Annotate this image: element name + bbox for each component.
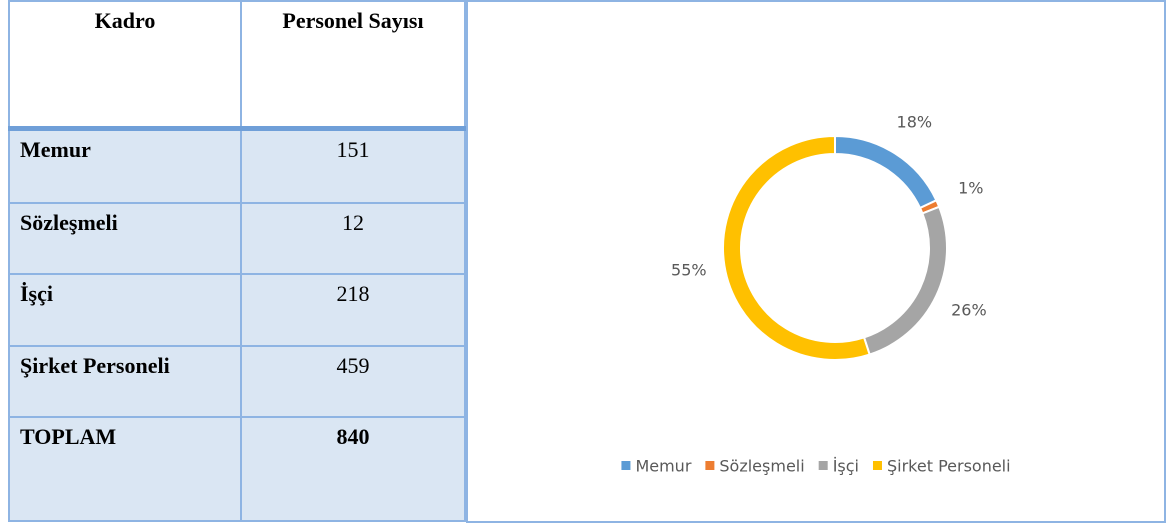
cell: 459 — [240, 344, 466, 419]
cell: 840 — [240, 416, 466, 522]
legend-swatch — [621, 461, 631, 470]
data-label: 26% — [951, 301, 987, 320]
cell: TOPLAM — [8, 416, 242, 522]
cell: Sözleşmeli — [8, 201, 242, 276]
donut-slice — [834, 134, 938, 210]
header-cell: Kadro — [8, 0, 242, 131]
row: İşçi 218 — [8, 273, 466, 347]
row: Sözleşmeli 12 — [8, 201, 466, 276]
legend-swatch — [872, 461, 882, 470]
chart-frame — [466, 0, 1166, 523]
header-cell: Personel Sayısı — [240, 0, 466, 131]
donut-slice — [721, 134, 871, 361]
legend-label: Sözleşmeli — [719, 457, 804, 476]
legend-label: Şirket Personeli — [887, 457, 1011, 476]
data-label: 18% — [897, 113, 933, 132]
legend-swatch — [818, 461, 828, 470]
cell: Memur — [8, 127, 242, 204]
row: Memur 151 — [8, 127, 466, 204]
chart: 18% 1% 26% 55% Memur Sözleşmeli İşçi Şirket Per… — [466, 0, 1166, 523]
donut-slice — [862, 205, 948, 356]
cell: İşçi — [8, 273, 242, 347]
cell: 218 — [240, 273, 466, 347]
total-row: TOPLAM 840 — [8, 416, 466, 522]
row: Şirket Personeli 459 — [8, 344, 466, 419]
cell: 151 — [240, 127, 466, 204]
cell: 12 — [240, 201, 466, 276]
legend-label: İşçi — [833, 457, 859, 476]
data-label: 1% — [958, 179, 983, 198]
data-label: 55% — [671, 261, 707, 280]
legend-label: Memur — [635, 457, 691, 476]
staff-table: Kadro Personel Sayısı Memur 151 Sözleşmel… — [8, 0, 466, 522]
cell: Şirket Personeli — [8, 344, 242, 419]
legend-swatch — [705, 461, 715, 470]
header-row: Kadro Personel Sayısı — [8, 0, 466, 131]
